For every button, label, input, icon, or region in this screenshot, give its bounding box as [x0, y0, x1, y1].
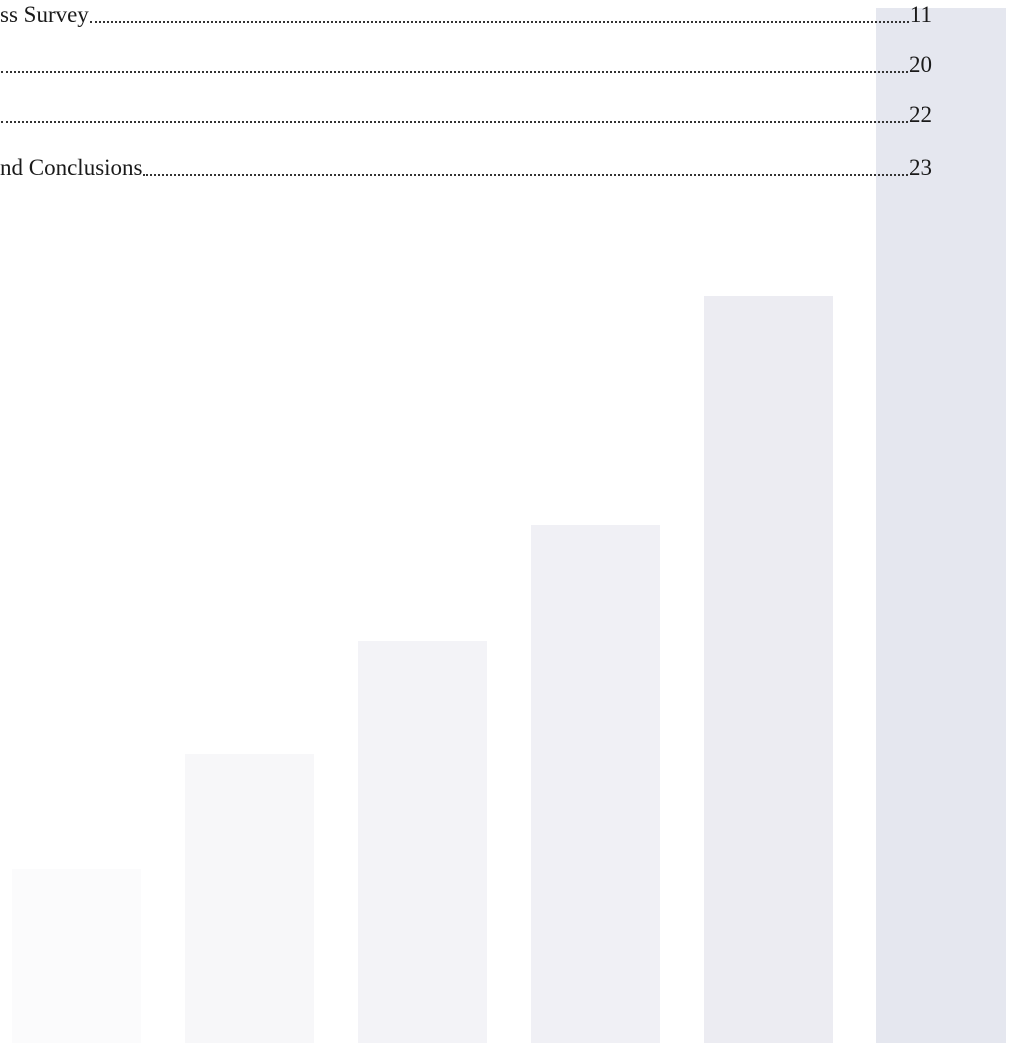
table-of-contents: ss Survey 11 20 22 nd Conclusions 23	[0, 0, 932, 200]
decor-bar	[358, 641, 487, 1043]
decor-bar	[12, 869, 141, 1043]
decor-bar	[704, 296, 833, 1043]
toc-entry: 22	[0, 100, 932, 130]
toc-entry: nd Conclusions 23	[0, 153, 932, 183]
page-number: 20	[909, 52, 932, 77]
decor-bar	[876, 8, 1006, 1043]
dot-leader	[1, 71, 908, 73]
toc-entry: ss Survey 11	[0, 0, 932, 30]
toc-entry: 20	[0, 50, 932, 80]
page-number: 11	[909, 2, 932, 27]
dot-leader	[143, 174, 908, 176]
decor-bar	[531, 525, 660, 1043]
page-number: 22	[909, 102, 932, 127]
entry-title: nd Conclusions	[0, 155, 143, 180]
entry-title: ss Survey	[0, 2, 89, 27]
decor-bar	[185, 754, 314, 1043]
dot-leader	[89, 21, 909, 23]
page-number: 23	[909, 155, 932, 180]
dot-leader	[1, 121, 908, 123]
